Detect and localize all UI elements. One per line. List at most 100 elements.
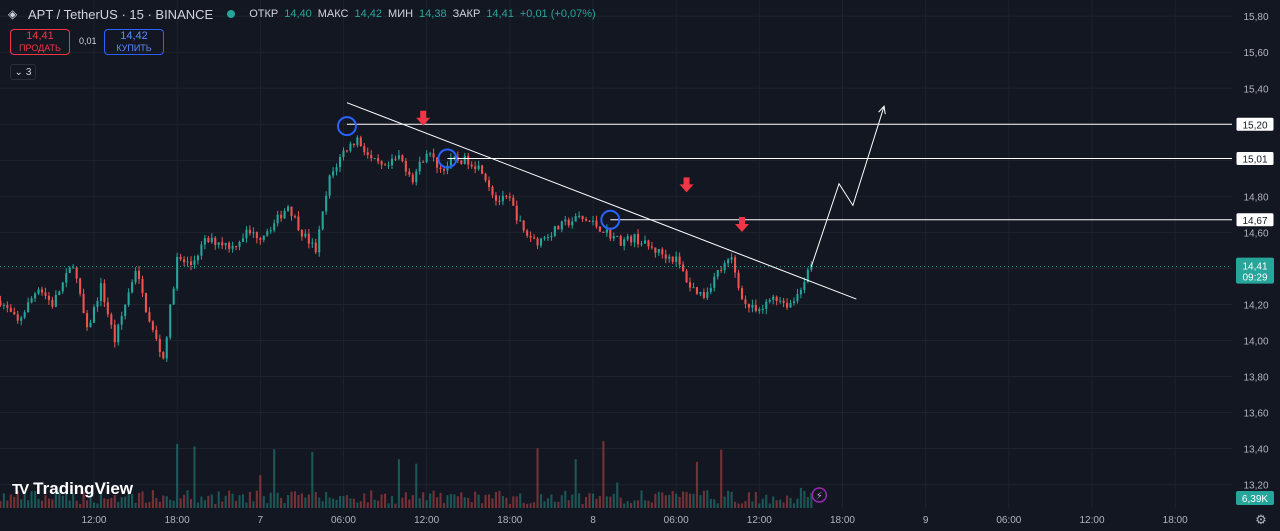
volume-bar [442,502,446,508]
volume-bar [183,494,186,508]
volume-bar [96,503,99,508]
volume-bar [436,497,439,508]
time-axis-label: 12:00 [747,515,772,526]
candle-body [297,216,300,231]
close-label: ЗАКР [452,8,481,20]
drawing-annotations[interactable] [0,102,1232,300]
volume-bar [630,502,633,508]
volume-bar [179,498,182,508]
volume-bar [453,494,456,508]
time-axis-label: 12:00 [1079,515,1104,526]
ohlc-values: ОТКР 14,40 МАКС 14,42 МИН 14,38 ЗАКР 14,41 +… [249,8,595,20]
symbol-title[interactable]: APT / TetherUS · 15 · BINANCE [28,6,214,22]
candle-body [23,312,26,318]
candle-body [6,304,9,308]
volume-bar [501,496,504,508]
volume-bar [221,501,224,508]
volume-bar [262,496,265,508]
volume-bar [228,490,231,508]
candle-body [474,166,477,170]
volume-bar [515,496,518,508]
gear-icon[interactable]: ⚙ [1255,512,1267,527]
volume-bar [92,502,96,508]
volume-bar [34,491,37,508]
candle-body [224,242,227,246]
tradingview-logo[interactable]: TV TradingView [12,478,133,500]
level-price-tag [1235,151,1275,167]
candle-body [307,233,310,244]
candle-body [640,243,643,245]
down-arrow-marker[interactable] [416,110,431,126]
candle-body [51,299,54,307]
volume-bar [422,492,425,508]
volume-bar [82,491,85,508]
candle-body [0,300,2,306]
candle-body [370,154,373,159]
candle-body [501,195,504,202]
volume-bar [79,503,82,508]
volume-bar [127,493,130,508]
volume-bar [585,497,588,508]
volume-bar [27,500,30,508]
volume-bar [470,502,473,508]
tradingview-mark-icon: TV [12,480,29,498]
volume-bar [664,495,667,508]
volume-bar [727,490,730,508]
volume-bar [786,495,789,508]
volume-bar [529,503,532,508]
touch-circle[interactable] [600,209,621,230]
candle-body [633,233,636,243]
volume-bar [688,493,692,508]
projection-path[interactable] [810,106,885,267]
time-axis-label: 06:00 [331,515,356,526]
candle-body [432,153,435,158]
sell-button[interactable]: 14,41 ПРОДАТЬ [10,29,70,55]
volume-bar [13,496,16,508]
candle-body [127,292,130,305]
candle-body [564,219,567,222]
trendline[interactable] [346,102,857,300]
volume-bar [415,463,418,508]
buy-button[interactable]: 14,42 КУПИТЬ [104,29,164,55]
volume-bar [103,498,106,508]
volume-bars [0,441,813,508]
candle-body [335,167,338,172]
candle-body [810,264,813,270]
volume-bar [574,459,577,508]
high-label: МАКС [317,8,349,20]
volume-bar [675,493,678,508]
touch-circle[interactable] [336,116,357,137]
volume-bar [498,490,501,508]
candle-body [363,146,366,153]
candle-body [519,220,522,222]
volume-bar [567,500,570,508]
candle-body [699,292,702,294]
volume-bar [359,501,362,508]
volume-bar [151,490,154,508]
volume-bar [581,503,584,508]
volume-bar [318,497,321,508]
touch-circle[interactable] [437,148,458,169]
candle-body [241,238,245,242]
candle-body [13,311,16,315]
candle-body [92,307,96,323]
candle-body [533,237,536,239]
volume-bar [598,495,601,508]
indicators-toggle-button[interactable]: ⌄ 3 [10,64,36,80]
volume-bar [720,449,723,508]
candle-body [747,303,750,308]
candle-body [311,242,314,244]
sell-price: 14,41 [26,30,54,42]
down-arrow-marker[interactable] [735,216,749,232]
candle-body [612,236,615,239]
volume-bar [328,497,331,508]
down-arrow-marker[interactable] [679,177,694,193]
lightning-icon[interactable] [811,487,828,503]
candle-body [394,158,397,160]
candle-body [449,158,452,166]
volume-bar [619,497,622,508]
volume-bar [394,503,397,508]
candle-body [314,242,317,253]
candle-body [283,210,286,219]
